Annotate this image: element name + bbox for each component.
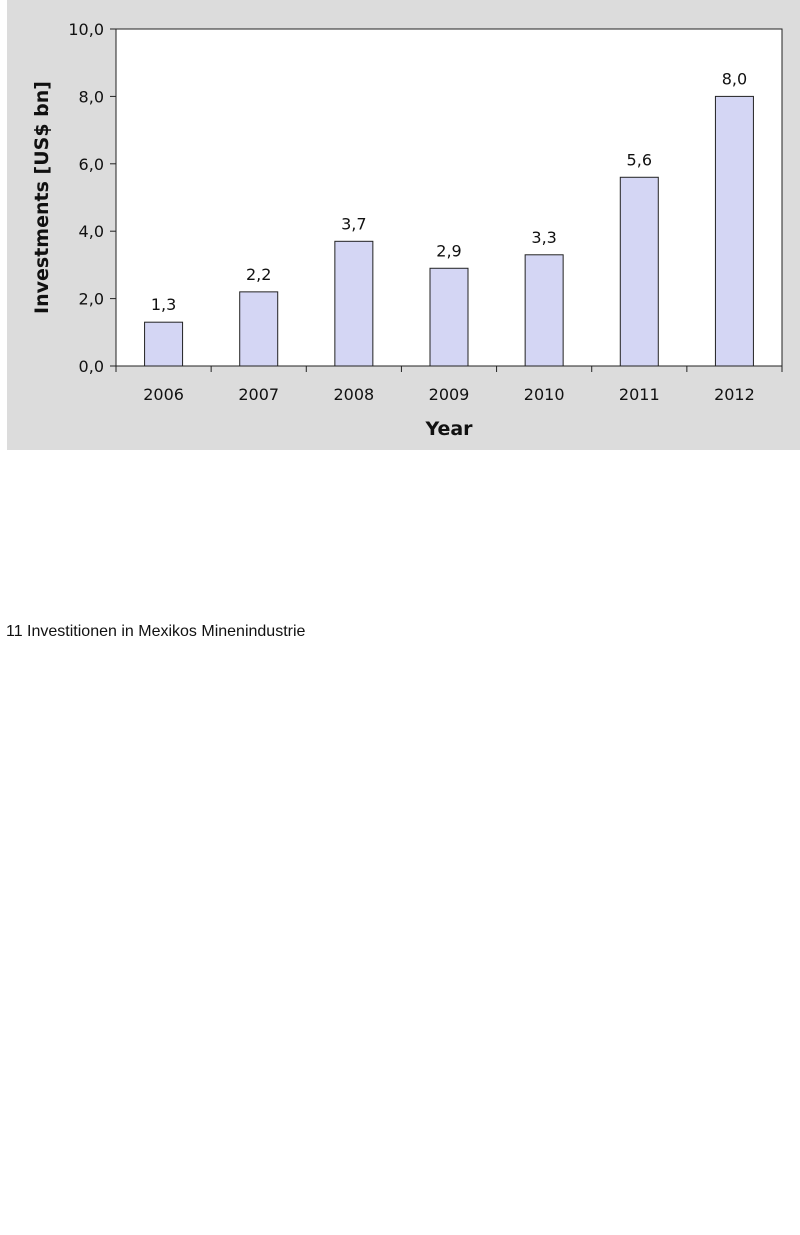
bar-chart: 0,0 2,0 4,0 6,0 8,0 10,0 2006 2007 2008 2009 2010… <box>31 20 783 440</box>
bar-value-label: 5,6 <box>627 150 652 169</box>
x-tick-label: 2008 <box>333 385 374 404</box>
bars <box>144 95 754 367</box>
bar-value-label: 2,9 <box>436 241 461 260</box>
x-axis-ticks: 2006 2007 2008 2009 2010 2011 2012 <box>115 366 783 404</box>
bar-value-label: 3,7 <box>341 214 366 233</box>
y-axis-ticks: 0,0 2,0 4,0 6,0 8,0 10,0 <box>68 20 116 376</box>
bar <box>619 176 659 367</box>
bar <box>714 95 754 367</box>
figure-caption: 11 Investitionen in Mexikos Minenindustr… <box>6 623 306 640</box>
bar-value-label: 1,3 <box>151 295 176 314</box>
x-tick-label: 2012 <box>714 385 755 404</box>
x-axis-title: Year <box>424 418 473 440</box>
y-tick-label: 10,0 <box>68 20 104 39</box>
bar <box>239 291 279 367</box>
y-tick-label: 8,0 <box>79 87 104 106</box>
bar-value-label: 8,0 <box>722 69 747 88</box>
y-tick-label: 6,0 <box>79 155 104 174</box>
bar <box>334 240 374 367</box>
bar <box>144 321 184 367</box>
x-tick-label: 2011 <box>619 385 660 404</box>
data-labels: 1,3 2,2 3,7 2,9 3,3 5,6 8,0 <box>151 69 747 314</box>
bar <box>429 267 469 367</box>
x-tick-label: 2009 <box>429 385 470 404</box>
y-axis-title: Investments [US$ bn] <box>31 81 53 314</box>
x-tick-label: 2010 <box>524 385 565 404</box>
bar-value-label: 3,3 <box>531 228 556 247</box>
y-tick-label: 2,0 <box>79 290 104 309</box>
y-tick-label: 0,0 <box>79 357 104 376</box>
bar-value-label: 2,2 <box>246 265 271 284</box>
bar <box>524 254 564 367</box>
x-tick-label: 2006 <box>143 385 184 404</box>
y-tick-label: 4,0 <box>79 222 104 241</box>
x-tick-label: 2007 <box>238 385 279 404</box>
